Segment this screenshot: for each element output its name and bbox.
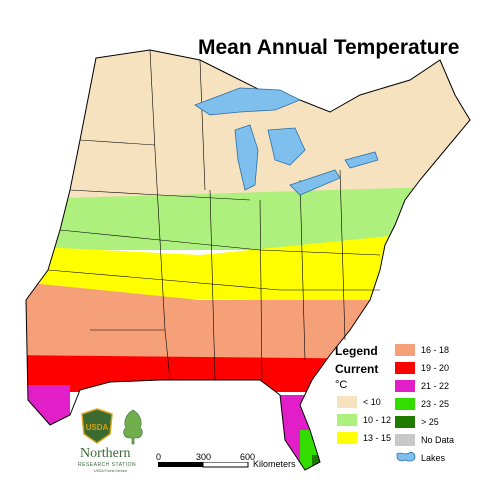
lake-huron (267, 127, 306, 166)
legend-label-16-18: 16 - 18 (421, 345, 450, 355)
org-agency: USDA Forest Service (94, 469, 128, 473)
scale-bar: 0 300 600 Kilometers (156, 452, 358, 472)
lakes-icon (396, 451, 416, 462)
zone-10-12 (26, 185, 470, 250)
shield-logo-text: USDA (86, 423, 109, 432)
legend-label-lt10: < 10 (363, 397, 381, 407)
scale-tick-300: 300 (196, 452, 212, 462)
forest-service-shield-icon: USDA (81, 408, 113, 444)
scale-bar-graphic (158, 462, 249, 468)
legend-title: Legend (335, 344, 378, 358)
map-title: Mean Annual Temperature (198, 36, 460, 59)
legend-swatch-19-20 (395, 362, 415, 374)
state-borders (47, 49, 381, 381)
lake-michigan (234, 124, 259, 191)
legend-label-13-15: 13 - 15 (363, 433, 392, 443)
legend-swatch-gt25 (395, 416, 415, 428)
scale-tick-0: 0 (156, 452, 162, 462)
legend: Legend Current °C < 10 10 - 12 13 - 15 1… (335, 344, 485, 474)
great-lakes (194, 87, 379, 196)
legend-swatch-23-25 (395, 398, 415, 410)
legend-swatch-no-data (395, 434, 415, 446)
org-name: Northern (80, 446, 131, 461)
legend-label-19-20: 19 - 20 (421, 363, 450, 373)
legend-label-gt25: > 25 (421, 417, 439, 427)
legend-label-lakes: Lakes (421, 453, 446, 463)
legend-label-23-25: 23 - 25 (421, 399, 450, 409)
legend-swatch-lt10 (337, 396, 357, 408)
legend-label-no-data: No Data (421, 435, 455, 445)
legend-label-10-12: 10 - 12 (363, 415, 392, 425)
legend-swatch-16-18 (395, 344, 415, 356)
legend-swatch-10-12 (337, 414, 357, 426)
legend-swatch-21-22 (395, 380, 415, 392)
scale-tick-600: 600 (240, 452, 256, 462)
lake-erie (289, 169, 341, 196)
legend-subtitle: Current (335, 362, 379, 376)
org-subtitle: RESEARCH STATION (78, 462, 137, 468)
lake-ontario (344, 151, 379, 169)
legend-unit: °C (335, 379, 348, 391)
legend-label-21-22: 21 - 22 (421, 381, 450, 391)
lake-superior (194, 87, 301, 116)
region-outline (25, 49, 471, 471)
tree-logo-icon (123, 409, 143, 445)
legend-swatch-13-15 (337, 432, 357, 444)
scale-unit: Kilometers (253, 459, 296, 469)
